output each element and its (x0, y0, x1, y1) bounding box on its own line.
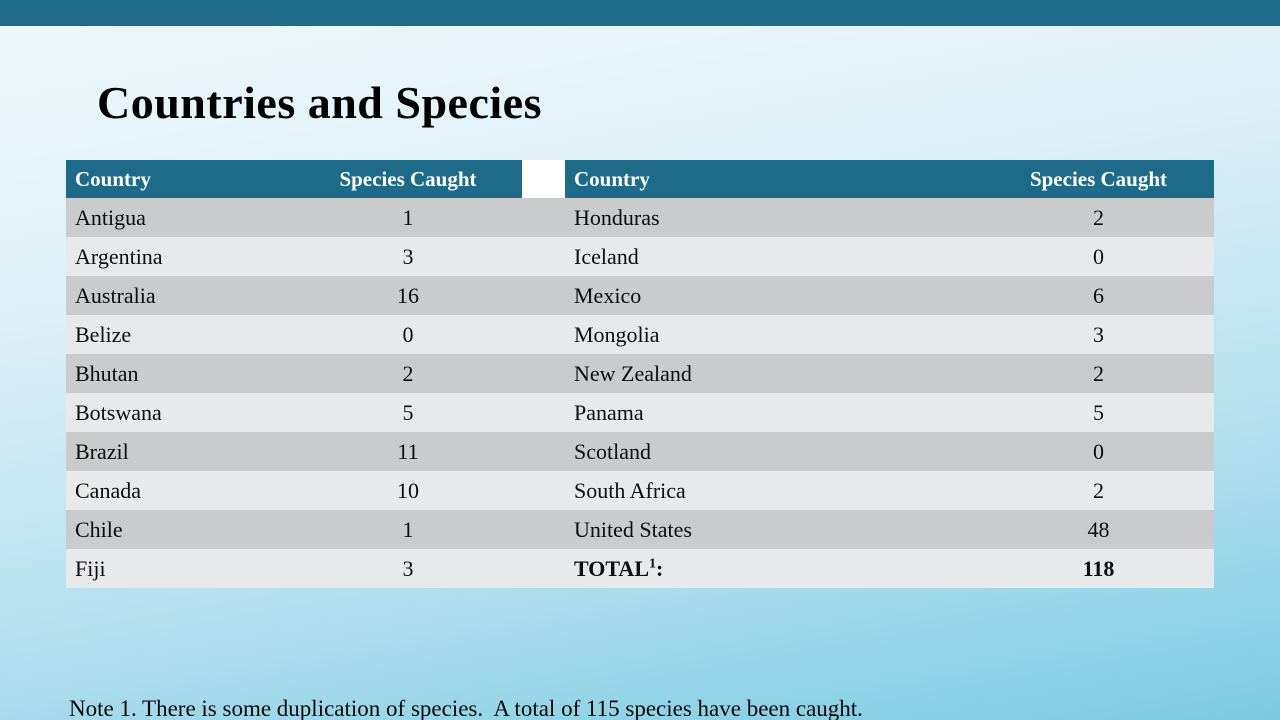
country-cell: Brazil (66, 432, 294, 471)
spacer-cell (522, 549, 565, 588)
species-cell: 0 (983, 237, 1214, 276)
total-label-text: TOTAL (574, 555, 649, 581)
species-cell: 10 (294, 471, 522, 510)
species-cell: 2 (294, 354, 522, 393)
country-cell: Mongolia (565, 315, 983, 354)
country-cell: Belize (66, 315, 294, 354)
slide-title: Countries and Species (97, 77, 542, 128)
header-country-right: Country (565, 160, 983, 198)
table-row: Fiji 3 TOTAL1: 118 (66, 549, 1214, 588)
species-cell: 2 (983, 471, 1214, 510)
country-cell: Canada (66, 471, 294, 510)
spacer-cell (522, 198, 565, 237)
country-cell: South Africa (565, 471, 983, 510)
species-cell: 1 (294, 198, 522, 237)
table-row: Botswana 5 Panama 5 (66, 393, 1214, 432)
country-cell: Argentina (66, 237, 294, 276)
total-colon: : (656, 555, 664, 581)
table-row: Chile 1 United States 48 (66, 510, 1214, 549)
table-row: Antigua 1 Honduras 2 (66, 198, 1214, 237)
species-cell: 3 (294, 237, 522, 276)
country-cell: New Zealand (565, 354, 983, 393)
footnote: Note 1. There is some duplication of spe… (69, 634, 863, 720)
spacer-cell (522, 315, 565, 354)
spacer-cell (522, 237, 565, 276)
species-cell: 1 (294, 510, 522, 549)
spacer-cell (522, 393, 565, 432)
table-row: Belize 0 Mongolia 3 (66, 315, 1214, 354)
country-cell: Chile (66, 510, 294, 549)
table-row: Canada 10 South Africa 2 (66, 471, 1214, 510)
spacer-cell (522, 510, 565, 549)
species-cell: 5 (983, 393, 1214, 432)
spacer-cell (522, 432, 565, 471)
table-row: Argentina 3 Iceland 0 (66, 237, 1214, 276)
total-superscript: 1 (649, 556, 656, 572)
country-cell: Honduras (565, 198, 983, 237)
country-cell: Panama (565, 393, 983, 432)
total-label-cell: TOTAL1: (565, 549, 983, 588)
species-cell: 0 (983, 432, 1214, 471)
species-cell: 48 (983, 510, 1214, 549)
species-cell: 6 (983, 276, 1214, 315)
species-cell: 0 (294, 315, 522, 354)
table-row: Brazil 11 Scotland 0 (66, 432, 1214, 471)
header-spacer-cell (522, 160, 565, 198)
table-row: Australia 16 Mexico 6 (66, 276, 1214, 315)
table-row: Bhutan 2 New Zealand 2 (66, 354, 1214, 393)
table-header-row: Country Species Caught Country Species C… (66, 160, 1214, 198)
country-cell: Antigua (66, 198, 294, 237)
species-cell: 16 (294, 276, 522, 315)
species-cell: 2 (983, 198, 1214, 237)
footnote-line-1: Note 1. There is some duplication of spe… (69, 696, 863, 720)
country-cell: Fiji (66, 549, 294, 588)
country-cell: Australia (66, 276, 294, 315)
species-cell: 3 (983, 315, 1214, 354)
country-cell: Iceland (565, 237, 983, 276)
spacer-cell (522, 354, 565, 393)
species-cell: 11 (294, 432, 522, 471)
species-cell: 2 (983, 354, 1214, 393)
country-cell: United States (565, 510, 983, 549)
spacer-cell (522, 276, 565, 315)
species-cell: 3 (294, 549, 522, 588)
country-cell: Botswana (66, 393, 294, 432)
countries-species-table: Country Species Caught Country Species C… (66, 160, 1214, 588)
total-value-cell: 118 (983, 549, 1214, 588)
header-species-right: Species Caught (983, 160, 1214, 198)
spacer-cell (522, 471, 565, 510)
header-species-left: Species Caught (294, 160, 522, 198)
species-cell: 5 (294, 393, 522, 432)
country-cell: Scotland (565, 432, 983, 471)
country-cell: Mexico (565, 276, 983, 315)
country-cell: Bhutan (66, 354, 294, 393)
header-country-left: Country (66, 160, 294, 198)
top-accent-bar (0, 0, 1280, 26)
